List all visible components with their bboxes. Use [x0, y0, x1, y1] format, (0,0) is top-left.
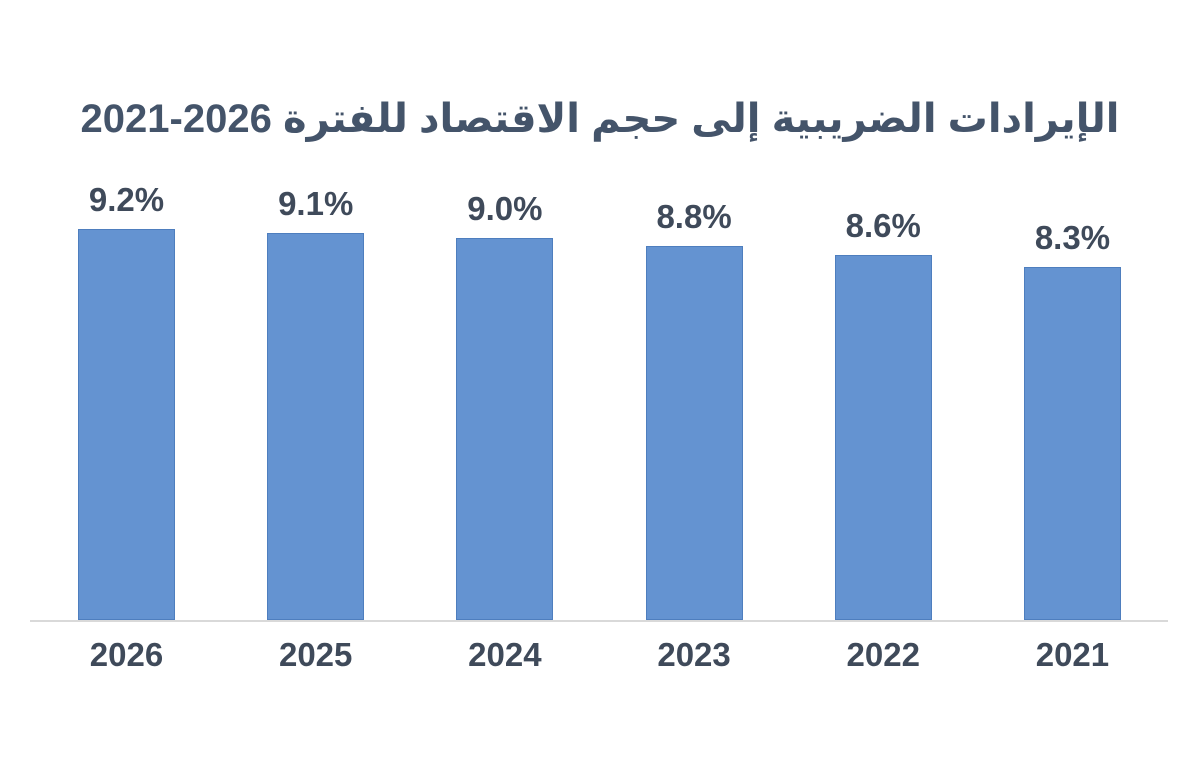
x-axis-label: 2024: [468, 636, 542, 673]
x-axis-label: 2021: [1035, 636, 1110, 673]
bar-group: 9.1%: [267, 185, 365, 620]
bar-group: 9.2%: [78, 183, 175, 620]
bar: [1023, 267, 1121, 620]
bar-group: 8.3%: [1023, 219, 1121, 620]
bars-row: 9.2% 9.1% 9.0% 8.8% 8.6% 8.3%: [30, 178, 1168, 622]
bar-value-label: 9.2%: [88, 181, 165, 218]
bar-value-label: 8.3%: [1034, 219, 1111, 257]
x-axis-label: 2025: [278, 636, 353, 673]
bar: [267, 233, 365, 620]
chart-title: الإيرادات الضريبية إلى حجم الاقتصاد للفت…: [80, 97, 1120, 141]
bar-group: 9.0%: [456, 189, 554, 620]
x-axis-labels-row: 2026 2025 2024 2023 2022 2021: [30, 622, 1168, 671]
bar: [78, 229, 175, 620]
bar-value-label: 8.8%: [656, 198, 732, 235]
bar-group: 8.6%: [834, 206, 932, 620]
x-axis-label: 2022: [846, 636, 920, 673]
bar-value-label: 9.0%: [467, 189, 543, 227]
bar: [834, 254, 932, 620]
bar: [645, 246, 743, 620]
bar-value-label: 9.1%: [278, 185, 354, 223]
x-axis-label: 2023: [657, 636, 731, 673]
bar-value-label: 8.6%: [845, 206, 921, 244]
x-axis-label: 2026: [89, 636, 164, 673]
plot-area: 9.2% 9.1% 9.0% 8.8% 8.6% 8.3% 2026 2025 …: [30, 178, 1168, 671]
bar-group: 8.8%: [645, 198, 743, 620]
bar: [456, 237, 554, 620]
